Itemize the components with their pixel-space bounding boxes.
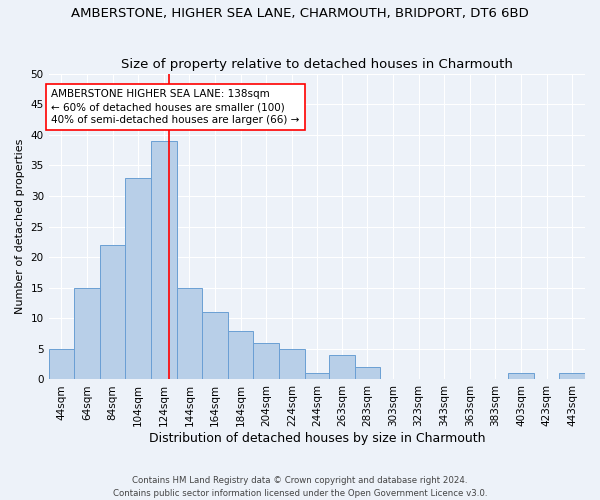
Bar — [329, 355, 355, 380]
Bar — [355, 367, 380, 380]
Text: AMBERSTONE HIGHER SEA LANE: 138sqm
← 60% of detached houses are smaller (100)
40: AMBERSTONE HIGHER SEA LANE: 138sqm ← 60%… — [51, 89, 299, 126]
Y-axis label: Number of detached properties: Number of detached properties — [15, 139, 25, 314]
Bar — [559, 374, 585, 380]
Bar — [176, 288, 202, 380]
Bar — [151, 141, 176, 380]
Title: Size of property relative to detached houses in Charmouth: Size of property relative to detached ho… — [121, 58, 513, 71]
Bar — [74, 288, 100, 380]
Text: AMBERSTONE, HIGHER SEA LANE, CHARMOUTH, BRIDPORT, DT6 6BD: AMBERSTONE, HIGHER SEA LANE, CHARMOUTH, … — [71, 8, 529, 20]
Bar — [508, 374, 534, 380]
Bar — [202, 312, 228, 380]
Bar — [305, 374, 329, 380]
X-axis label: Distribution of detached houses by size in Charmouth: Distribution of detached houses by size … — [149, 432, 485, 445]
Bar — [100, 245, 125, 380]
Bar — [125, 178, 151, 380]
Bar — [253, 343, 279, 380]
Text: Contains HM Land Registry data © Crown copyright and database right 2024.
Contai: Contains HM Land Registry data © Crown c… — [113, 476, 487, 498]
Bar — [228, 330, 253, 380]
Bar — [279, 349, 305, 380]
Bar — [49, 349, 74, 380]
